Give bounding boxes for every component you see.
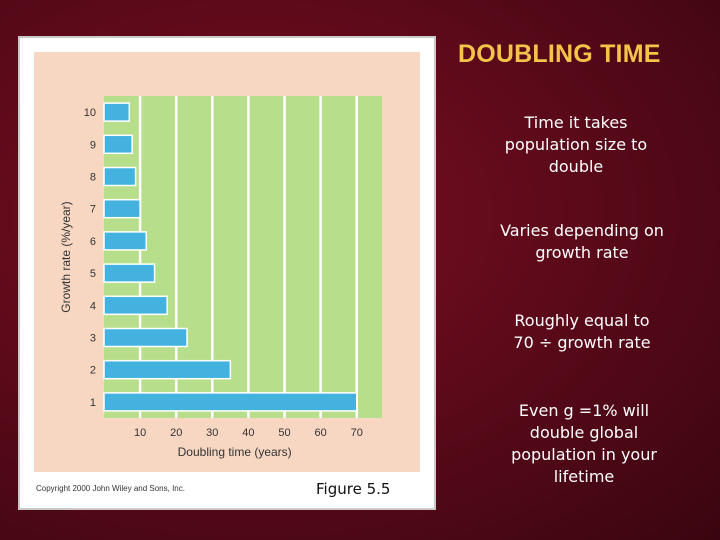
ytick-label-5: 5 <box>90 268 96 280</box>
bar-rate-10 <box>103 102 131 122</box>
xtick-label-40: 40 <box>242 427 254 439</box>
bar-rate-3 <box>103 327 188 348</box>
copyright-text: Copyright 2000 John Wiley and Sons, Inc. <box>36 484 185 493</box>
ytick-label-6: 6 <box>90 236 96 248</box>
xtick-label-60: 60 <box>314 427 326 439</box>
bar-rate-1 <box>103 392 358 412</box>
ytick-label-10: 10 <box>84 107 96 119</box>
xtick-label-50: 50 <box>278 427 290 439</box>
ytick-label-4: 4 <box>90 300 96 312</box>
xtick-label-30: 30 <box>206 427 218 439</box>
bar-rate-9 <box>103 134 133 155</box>
bar-rate-4 <box>103 295 168 316</box>
bar-rate-5 <box>103 263 156 283</box>
figure-card: 1 2 3 4 5 6 7 8 9 10 10 20 30 40 50 60 70 Doubling time (… <box>18 36 436 510</box>
bullet-varies: Varies depending on growth rate <box>500 221 664 262</box>
bullet-example: Even g =1% will double global population… <box>511 401 657 486</box>
ytick-label-7: 7 <box>90 204 96 216</box>
bar-rate-6 <box>103 231 147 251</box>
ytick-label-3: 3 <box>90 333 96 345</box>
ytick-label-8: 8 <box>90 172 96 184</box>
bullet-definition: Time it takes population size to double <box>504 113 648 176</box>
xtick-label-10: 10 <box>134 427 146 439</box>
figure-label: Figure 5.5 <box>316 480 391 498</box>
ytick-label-2: 2 <box>90 365 96 377</box>
x-axis-label: Doubling time (years) <box>178 445 292 459</box>
xtick-label-20: 20 <box>170 427 182 439</box>
chart-area: 1 2 3 4 5 6 7 8 9 10 10 20 30 40 50 60 70 Doubling time (… <box>54 64 416 464</box>
ytick-label-9: 9 <box>90 139 96 151</box>
bar-rate-8 <box>103 166 137 187</box>
xtick-label-70: 70 <box>351 427 363 439</box>
y-axis-label: Growth rate (%/year) <box>59 201 73 312</box>
ytick-label-1: 1 <box>90 397 96 409</box>
bullet-rule-of-70: Roughly equal to 70 ÷ growth rate <box>513 311 651 352</box>
bar-rate-7 <box>103 198 141 219</box>
figure-frame: 1 2 3 4 5 6 7 8 9 10 10 20 30 40 50 60 70 Doubling time (… <box>34 52 420 472</box>
slide-title: DOUBLING TIME <box>458 40 661 68</box>
bar-rate-2 <box>103 359 232 380</box>
doubling-time-chart: 1 2 3 4 5 6 7 8 9 10 10 20 30 40 50 60 70 Doubling time (… <box>59 96 382 459</box>
